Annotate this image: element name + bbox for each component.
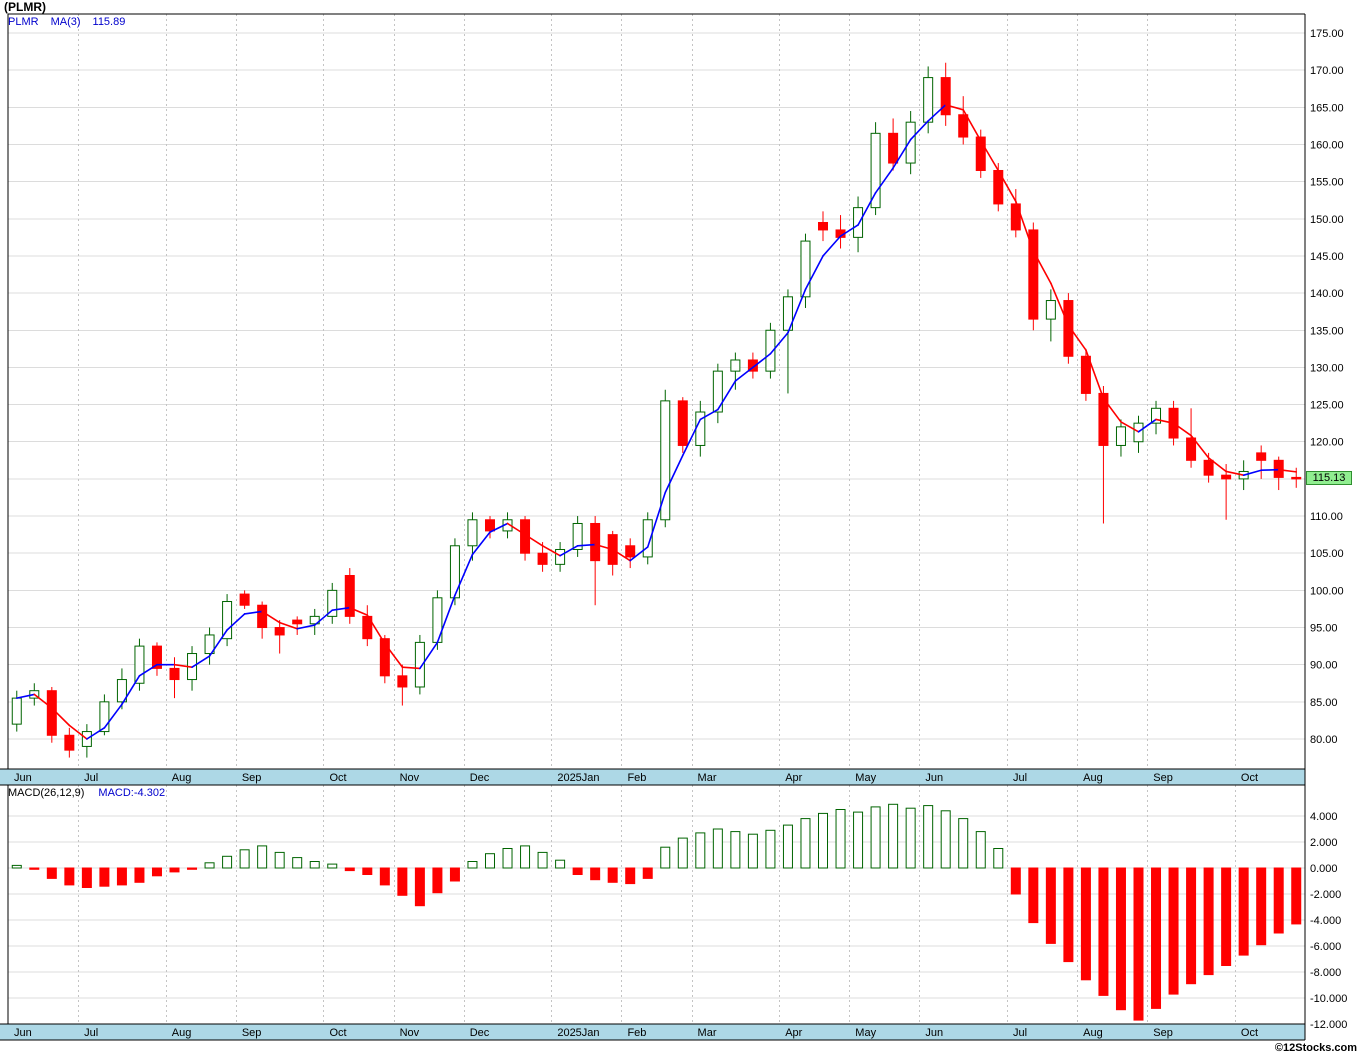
svg-text:Mar: Mar [698, 1027, 717, 1039]
svg-text:2.000: 2.000 [1310, 837, 1338, 849]
svg-text:80.00: 80.00 [1310, 734, 1338, 746]
svg-text:Feb: Feb [627, 772, 646, 784]
macd-name-label: MACD(26,12,9) [8, 787, 85, 799]
svg-text:110.00: 110.00 [1310, 511, 1343, 523]
svg-text:Sep: Sep [1153, 772, 1173, 784]
svg-text:Jul: Jul [84, 1027, 98, 1039]
page-title: (PLMR) [4, 0, 46, 14]
svg-text:Apr: Apr [785, 772, 802, 784]
svg-text:150.00: 150.00 [1310, 214, 1344, 226]
svg-text:100.00: 100.00 [1310, 585, 1344, 597]
svg-text:0.000: 0.000 [1310, 863, 1338, 875]
ma-label: MA(3) [50, 16, 81, 28]
svg-text:Jul: Jul [1013, 772, 1027, 784]
svg-text:130.00: 130.00 [1310, 362, 1344, 374]
svg-text:Aug: Aug [1083, 772, 1103, 784]
svg-text:4.000: 4.000 [1310, 811, 1338, 823]
svg-text:125.00: 125.00 [1310, 400, 1344, 412]
copyright-label: ©12Stocks.com [1274, 1042, 1357, 1054]
ma-value: 115.89 [92, 16, 126, 28]
svg-text:Jul: Jul [84, 772, 98, 784]
svg-text:145.00: 145.00 [1310, 251, 1344, 263]
svg-text:2025Jan: 2025Jan [557, 772, 599, 784]
svg-text:165.00: 165.00 [1310, 102, 1344, 114]
svg-text:-4.000: -4.000 [1310, 915, 1341, 927]
svg-text:170.00: 170.00 [1310, 65, 1344, 77]
svg-text:-6.000: -6.000 [1310, 941, 1341, 953]
svg-text:135.00: 135.00 [1310, 325, 1344, 337]
svg-text:Feb: Feb [627, 1027, 646, 1039]
svg-text:-8.000: -8.000 [1310, 967, 1341, 979]
symbol-label: PLMR [8, 16, 39, 28]
svg-text:105.00: 105.00 [1310, 548, 1344, 560]
svg-text:160.00: 160.00 [1310, 139, 1344, 151]
svg-text:Aug: Aug [1083, 1027, 1103, 1039]
svg-text:Oct: Oct [329, 1027, 346, 1039]
svg-text:120.00: 120.00 [1310, 437, 1344, 449]
svg-text:2025Jan: 2025Jan [557, 1027, 599, 1039]
macd-overlay-label: MACD(26,12,9) MACD:-4.302 [8, 787, 165, 799]
svg-text:Apr: Apr [785, 1027, 802, 1039]
svg-text:Jul: Jul [1013, 1027, 1027, 1039]
svg-text:175.00: 175.00 [1310, 28, 1344, 40]
svg-text:May: May [855, 1027, 876, 1039]
svg-text:90.00: 90.00 [1310, 660, 1338, 672]
svg-text:Sep: Sep [242, 1027, 262, 1039]
svg-text:-10.000: -10.000 [1310, 993, 1347, 1005]
svg-text:-2.000: -2.000 [1310, 889, 1341, 901]
svg-text:155.00: 155.00 [1310, 177, 1344, 189]
svg-text:Sep: Sep [242, 772, 262, 784]
svg-text:Dec: Dec [470, 1027, 490, 1039]
svg-text:Aug: Aug [172, 772, 192, 784]
svg-text:140.00: 140.00 [1310, 288, 1344, 300]
svg-text:Jun: Jun [14, 772, 32, 784]
last-price-badge: 115.13 [1306, 471, 1352, 485]
svg-text:Jun: Jun [925, 772, 943, 784]
svg-text:Jun: Jun [14, 1027, 32, 1039]
svg-text:85.00: 85.00 [1310, 697, 1338, 709]
svg-text:Jun: Jun [925, 1027, 943, 1039]
svg-text:Oct: Oct [1241, 772, 1258, 784]
price-overlay-label: PLMR MA(3) 115.89 [8, 16, 137, 28]
svg-text:-12.000: -12.000 [1310, 1019, 1347, 1031]
macd-value-label: MACD:-4.302 [98, 787, 166, 799]
svg-text:Nov: Nov [400, 1027, 420, 1039]
svg-text:Dec: Dec [470, 772, 490, 784]
svg-text:Sep: Sep [1153, 1027, 1173, 1039]
svg-text:Nov: Nov [400, 772, 420, 784]
svg-text:May: May [855, 772, 876, 784]
svg-text:Mar: Mar [698, 772, 717, 784]
svg-text:Aug: Aug [172, 1027, 192, 1039]
svg-text:Oct: Oct [1241, 1027, 1258, 1039]
svg-text:95.00: 95.00 [1310, 623, 1338, 635]
svg-text:Oct: Oct [329, 772, 346, 784]
